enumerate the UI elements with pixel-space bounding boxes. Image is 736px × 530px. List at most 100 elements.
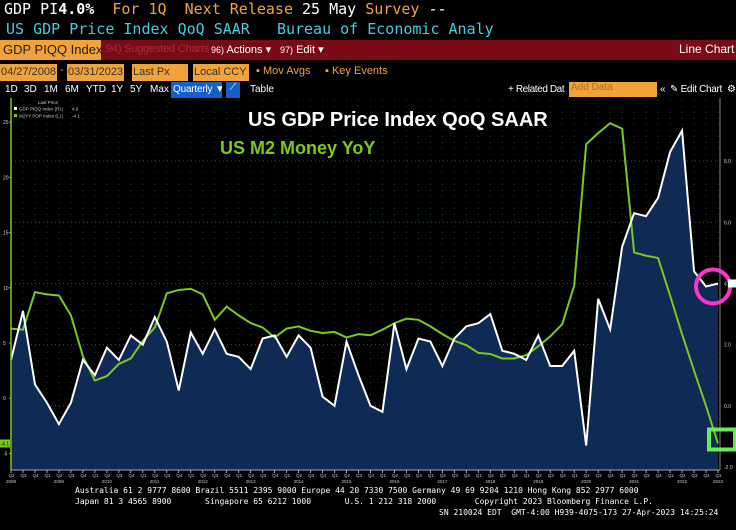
chart-title: US GDP Price Index QoQ SAAR [248,109,548,131]
x-axis-tick-label: Q4 [176,473,183,478]
period-1y[interactable]: 1Y [111,84,124,95]
x-axis-tick-label: Q4 [368,473,375,478]
footer-line2: Japan 81 3 4565 8900 Singapore 65 6212 1… [75,497,653,506]
x-axis-tick-label: Q4 [560,473,567,478]
x-axis-tick-label: Q2 [296,473,303,478]
description: US GDP Price Index QoQ SAAR [6,20,250,38]
x-axis-tick-label: Q4 [464,473,471,478]
period-6m[interactable]: 6M [65,84,79,95]
x-axis-year-label: 2015 [342,479,353,484]
num: 94) [106,43,122,55]
legend: Last Price GDP PIQQ Index (R1) 4.0 M2YY … [14,100,80,119]
table-button[interactable]: Table [250,84,274,95]
currency-select[interactable]: Local CCY [193,64,249,81]
frequency-select[interactable]: Quarterly ▼ [171,82,222,98]
x-axis-year-label: 2013 [246,479,257,484]
highlights: -4.1 [0,267,736,452]
period-3d[interactable]: 3D [24,84,37,95]
legend-swatch-gdp [14,107,17,110]
x-axis-tick-label: Q4 [608,473,615,478]
period-1m[interactable]: 1M [44,84,58,95]
gdp-area [11,130,718,470]
x-axis-tick-label: Q2 [392,473,399,478]
left-axis-tick-label: 15 [3,231,9,237]
security-text: GDP PIQQ Index [3,42,103,57]
add-data-input[interactable]: Add Data [569,82,657,97]
x-axis-year-label: 2008 [6,479,17,484]
security-input[interactable]: GDP PIQQ Index [0,40,103,60]
mov-avgs-toggle[interactable]: ▪ Mov Avgs [256,65,311,77]
x-axis-tick-label: Q2 [680,473,687,478]
key-events-toggle[interactable]: ▪ Key Events [325,65,388,77]
x-axis-tick-label: Q2 [248,473,255,478]
legend-header: Last Price [38,100,59,105]
gdp-line [10,127,719,446]
footer-line1: Australia 61 2 9777 8600 Brazil 5511 239… [75,486,639,495]
x-axis-year-label: 2018 [485,479,496,484]
chart-type[interactable]: Line Chart [679,42,735,56]
x-axis-year-label: 2016 [389,479,400,484]
survey-value: -- [428,0,447,18]
x-axis-tick-label: Q1 [284,473,291,478]
collapse-icon[interactable]: « [660,84,666,95]
related-data-button[interactable]: + Related Dat [508,84,565,95]
x-axis-tick-label: Q2 [9,473,16,478]
x-axis-tick-label: Q3 [692,473,699,478]
end-date-input[interactable]: 03/31/2023 [67,64,124,81]
left-axis-tick-label: 10 [3,286,9,292]
x-axis-tick-label: Q3 [68,473,75,478]
edit-chart-button[interactable]: ✎ Edit Chart [670,84,723,95]
field-select[interactable]: Last Px [132,64,188,81]
actions-button[interactable]: 96) Actions ▾ [211,44,272,56]
x-axis-year-label: 2011 [150,479,160,484]
right-axis-tick-label: 4.0 [724,281,731,287]
label: Quarterly [173,84,213,95]
x-axis-tick-label: Q1 [428,473,435,478]
x-axis-tick-label: Q2 [536,473,543,478]
suggested-charts-button[interactable]: 94) Suggested Charts [106,43,209,55]
chart-subtitle: US M2 Money YoY [220,138,375,158]
x-axis-tick-label: Q3 [548,473,555,478]
period-ytd[interactable]: YTD [86,84,106,95]
period-max[interactable]: Max [150,84,169,95]
highlight-box [707,427,736,452]
x-axis-tick-label: Q3 [404,473,411,478]
source: Bureau of Economic Analy [276,20,494,38]
x-axis-tick-label: Q3 [212,473,219,478]
x-axis-tick-label: Q1 [572,473,579,478]
x-axis-year-label: 2021 [629,479,640,484]
num: 97) [280,45,294,55]
x-axis-tick-label: Q1 [524,473,531,478]
gear-icon[interactable]: ⚙ [727,84,736,95]
right-axis-tick-label: 6.0 [724,220,731,226]
x-axis-tick-label: Q2 [632,473,639,478]
x-axis-tick-label: Q4 [128,473,135,478]
period-1d[interactable]: 1D [5,84,18,95]
x-axis-year-label: 2009 [54,479,65,484]
period-5y[interactable]: 5Y [130,84,143,95]
label: Edit Chart [680,84,723,95]
edit-button[interactable]: 97) Edit ▾ [280,44,324,56]
survey-label: Survey [365,0,420,18]
right-axis-tick-label: -2.0 [724,465,733,471]
x-axis-tick-label: Q4 [320,473,327,478]
x-axis-year-label: 2012 [198,479,209,484]
x-axis-tick-label: Q2 [584,473,591,478]
toolbar: GDP PIQQ Index 94) Suggested Charts 96) … [0,40,736,60]
line-chart-icon[interactable]: ⟋ [226,82,240,98]
x-axis-tick-label: Q1 [236,473,243,478]
legend-m2-name: M2YY POP Index (L1) [19,114,64,119]
x-axis-tick-label: Q1 [380,473,387,478]
x-axis-tick-label: Q1 [716,473,723,478]
x-axis-tick-label: Q1 [140,473,147,478]
start-date-input[interactable]: 04/27/2008 [0,64,57,81]
x-axis-tick-label: Q4 [80,473,87,478]
left-axis-tick-label: 20 [3,175,9,181]
next-release-label: Next Release [184,0,293,18]
x-axis-year-label: 2014 [294,479,305,484]
x-axis-year-label: 2023 [713,479,724,484]
x-axis-tick-label: Q2 [488,473,495,478]
x-axis-tick-label: Q4 [224,473,231,478]
x-axis-tick-label: Q3 [116,473,123,478]
